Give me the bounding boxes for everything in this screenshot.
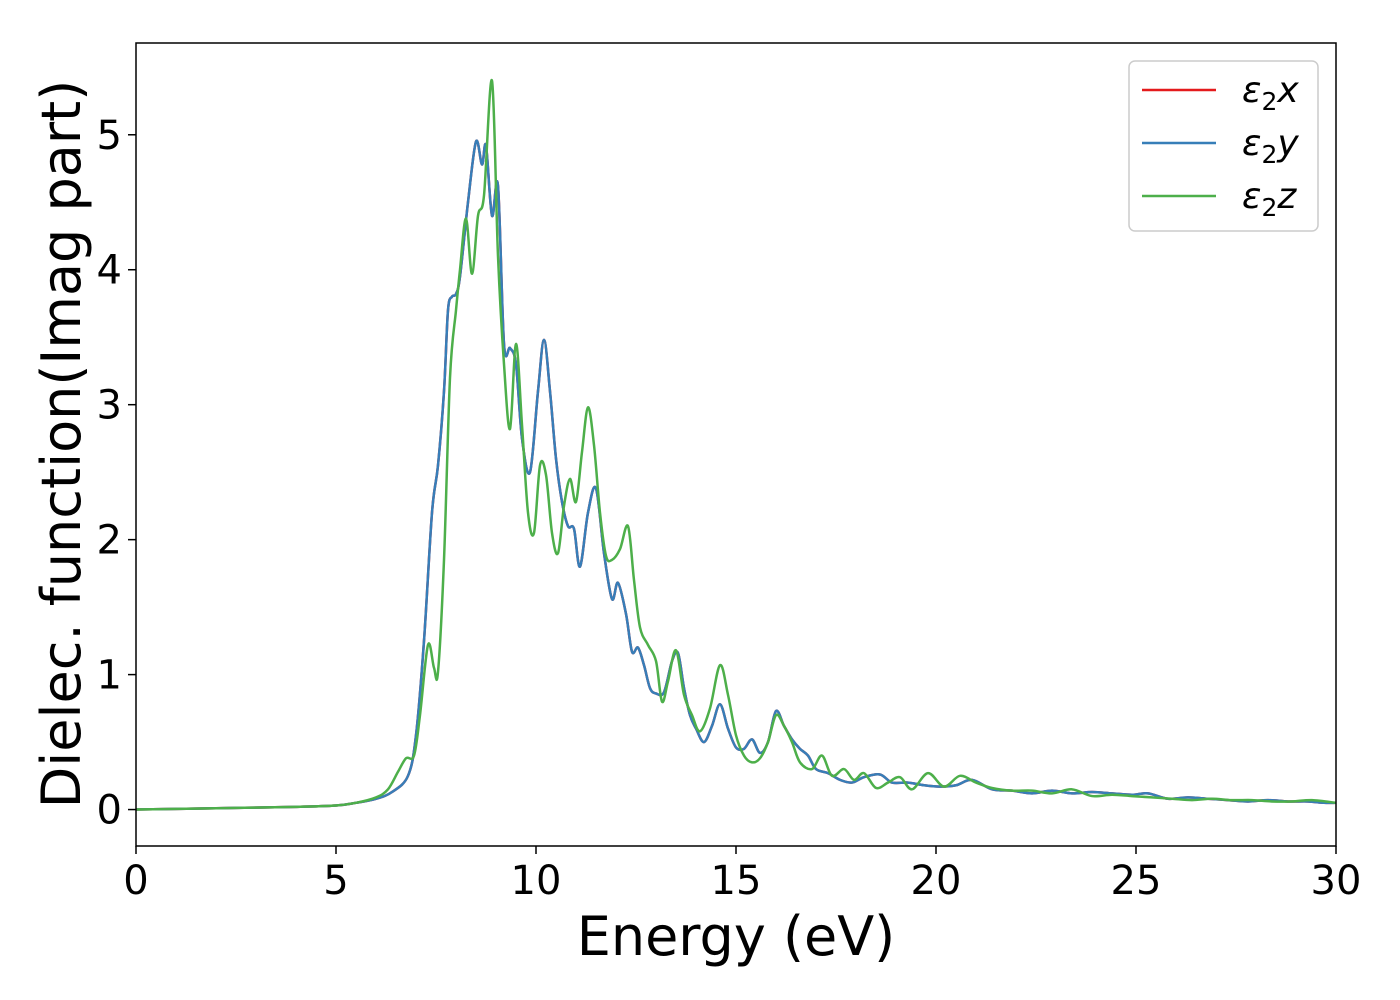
x-axis: 0 5 10 15 20 25 30 [123, 846, 1361, 904]
x-tick-label: 5 [323, 858, 348, 904]
y-tick-label: 3 [97, 383, 122, 429]
x-tick-label: 0 [123, 858, 148, 904]
series-layer [135, 79, 1337, 811]
legend-label-y: ε2y [1242, 123, 1299, 169]
legend-label-x: ε2x [1242, 70, 1299, 116]
legend: ε2x ε2y ε2z [1128, 60, 1319, 232]
x-tick-label: 15 [711, 858, 762, 904]
series-line-z [135, 79, 1337, 811]
legend-label-z: ε2z [1242, 176, 1297, 222]
x-axis-label: Energy (eV) [577, 905, 896, 968]
x-tick-label: 10 [511, 858, 562, 904]
y-tick-label: 1 [97, 653, 122, 699]
y-axis: 0 1 2 3 4 5 [97, 113, 136, 834]
y-tick-label: 0 [97, 788, 122, 834]
series-line-y [135, 139, 1337, 811]
x-tick-label: 30 [1311, 858, 1362, 904]
y-tick-label: 5 [97, 113, 122, 159]
series-line-x [135, 139, 1337, 811]
y-tick-label: 2 [97, 518, 122, 564]
y-axis-label: Dielec. function(Imag part) [30, 80, 93, 809]
y-tick-label: 4 [97, 248, 122, 294]
legend-box [1128, 60, 1319, 232]
x-tick-label: 20 [911, 858, 962, 904]
x-tick-label: 25 [1111, 858, 1162, 904]
